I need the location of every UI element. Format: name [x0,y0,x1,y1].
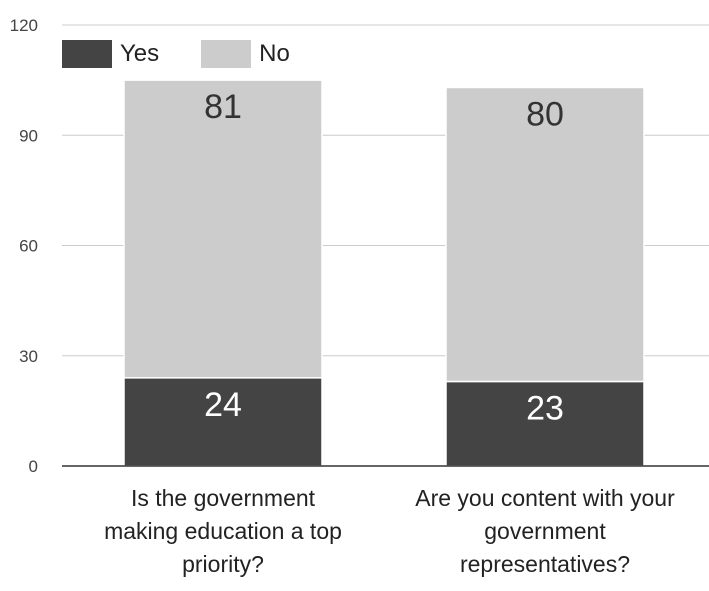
bar-value-label-yes: 24 [204,386,242,424]
category-label-representatives: Are you content with your government rep… [395,482,695,581]
y-axis-ticks: 0 30 60 90 120 [10,16,38,476]
legend-swatch-no [201,40,252,68]
bar-value-label-no: 81 [204,88,242,126]
legend-label-yes: Yes [120,40,160,67]
category-label-line: making education a top [104,518,342,544]
y-tick-label: 0 [29,457,38,476]
category-label-line: Are you content with your [415,485,675,511]
legend-item-no: No [201,40,290,68]
category-label-education: Is the government making education a top… [73,482,373,581]
category-label-line: representatives? [459,551,631,577]
bar-value-label-yes: 23 [526,389,564,427]
category-label-line: priority? [182,551,264,577]
legend-swatch-yes [62,40,112,68]
bar-value-label-no: 80 [526,95,564,133]
category-label-line: Is the government [130,485,316,511]
legend-label-no: No [259,40,290,67]
bar-segment-yes [123,377,323,467]
bar-segment-no [445,86,645,383]
legend: Yes No [62,40,332,68]
bar-segment-no [123,79,323,379]
y-tick-label: 120 [10,16,38,35]
y-tick-label: 60 [19,237,38,256]
y-tick-label: 90 [19,126,38,145]
bar-segment-yes [445,380,645,467]
category-label-line: government [484,518,606,544]
bar-value-labels: 24 81 23 80 [204,88,564,427]
bars [123,79,645,467]
legend-item-yes: Yes [62,40,159,68]
y-tick-label: 30 [19,347,38,366]
